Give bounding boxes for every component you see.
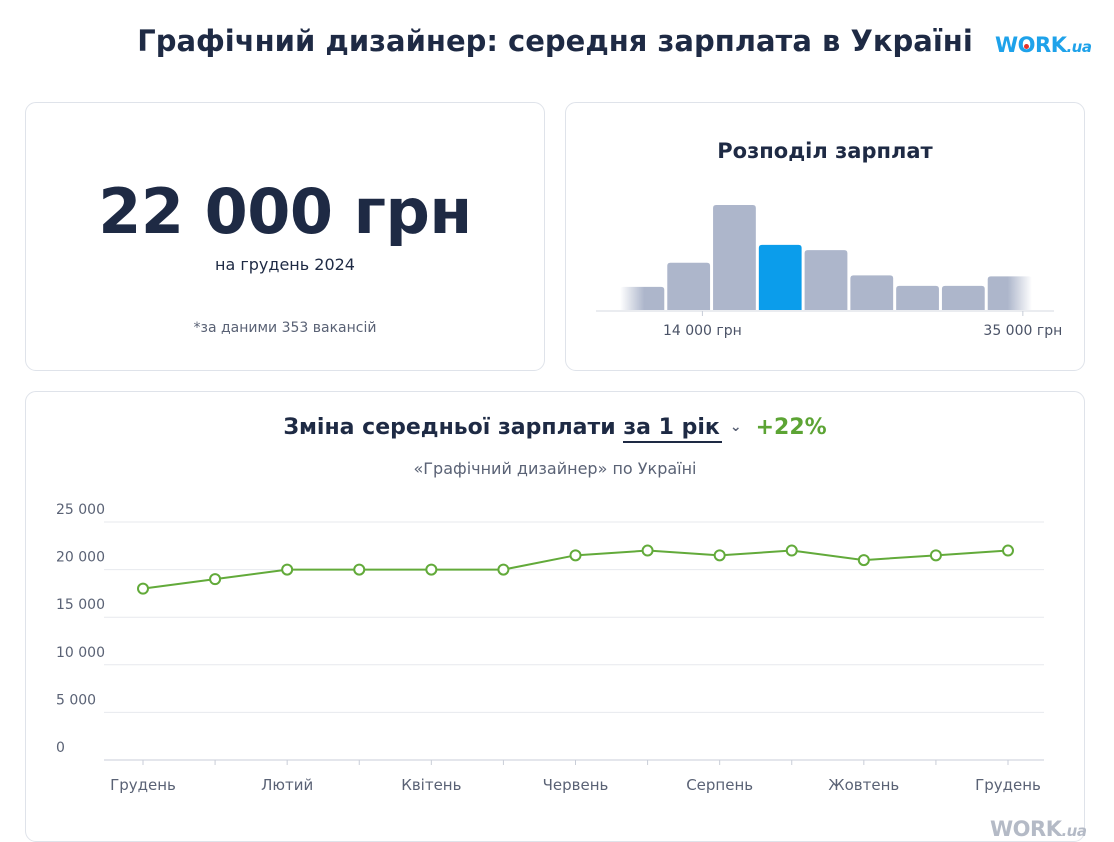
logo-suffix: .ua xyxy=(1066,38,1092,56)
data-point xyxy=(281,563,294,576)
y-tick-label: 5 000 xyxy=(56,692,96,708)
distribution-title: Розподіл зарплат xyxy=(717,139,933,163)
page-title: Графічний дизайнер: середня зарплата в У… xyxy=(137,24,973,58)
data-point xyxy=(353,563,366,576)
x-tick-label: Квітень xyxy=(401,776,461,794)
data-point xyxy=(929,549,942,562)
x-tick-label: Грудень xyxy=(110,776,176,794)
data-point xyxy=(1002,544,1014,557)
data-point xyxy=(209,573,222,586)
watermark-suffix: .ua xyxy=(1061,822,1087,840)
y-tick-label: 15 000 xyxy=(56,597,105,613)
vacancies-note: *за даними 353 вакансій xyxy=(193,320,377,336)
average-salary-value: 22 000 грн xyxy=(98,175,472,248)
histogram-tick-label: 14 000 грн xyxy=(663,323,742,339)
trend-header: Зміна середньої зарплати за 1 рік ⌄ +22% xyxy=(26,415,1084,443)
period-select[interactable]: за 1 рік xyxy=(623,415,722,443)
salary-trend-card: Зміна середньої зарплати за 1 рік ⌄ +22% W… xyxy=(25,391,1087,842)
work-ua-watermark: WORK.ua xyxy=(990,817,1087,841)
data-point xyxy=(713,549,726,562)
histogram-bar xyxy=(713,205,756,310)
salary-distribution-card: Розподіл зарплат 14 000 грн 35 000 грн xyxy=(565,102,1085,371)
histogram-bar xyxy=(987,276,1032,310)
data-point xyxy=(785,544,798,557)
watermark-text: WORK xyxy=(990,817,1062,841)
x-tick-label: Серпень xyxy=(686,776,753,794)
salary-date: на грудень 2024 xyxy=(215,255,355,274)
y-tick-label: 20 000 xyxy=(56,550,105,566)
histogram-bar xyxy=(620,286,665,310)
x-tick-label: Червень xyxy=(543,776,609,794)
data-point xyxy=(137,582,149,595)
x-tick-label: Лютий xyxy=(261,776,313,794)
histogram-bar xyxy=(804,250,848,310)
salary-line-chart: 0 5 000 10 000 15 000 20 000 25 000 Грудень Лют… xyxy=(56,502,1044,794)
distribution-histogram: 14 000 грн 35 000 грн xyxy=(596,205,1062,339)
work-ua-logo[interactable]: WORK.ua xyxy=(995,33,1092,57)
x-tick-label: Жовтень xyxy=(828,776,899,794)
y-tick-label: 0 xyxy=(56,740,65,756)
chevron-down-icon[interactable]: ⌄ xyxy=(729,419,742,435)
histogram-bar xyxy=(850,275,894,310)
data-point xyxy=(857,554,870,567)
logo-text: WORK xyxy=(995,33,1067,57)
average-salary-card: 22 000 грн на грудень 2024 *за даними 35… xyxy=(25,102,545,371)
change-percent: +22% xyxy=(755,415,827,440)
y-tick-label: 10 000 xyxy=(56,645,105,661)
trend-title: Зміна середньої зарплати xyxy=(283,415,616,440)
histogram-bar xyxy=(758,244,802,310)
trend-subtitle: «Графічний дизайнер» по Україні xyxy=(413,459,697,478)
histogram-tick-label: 35 000 грн xyxy=(983,323,1062,339)
data-point xyxy=(425,563,438,576)
histogram-bar xyxy=(896,285,939,310)
y-tick-label: 25 000 xyxy=(56,502,105,518)
data-point xyxy=(569,549,582,562)
histogram-bar xyxy=(667,262,711,310)
data-point xyxy=(641,544,654,557)
histogram-bar xyxy=(941,285,985,310)
data-point xyxy=(497,563,510,576)
x-tick-label: Грудень xyxy=(975,776,1041,794)
